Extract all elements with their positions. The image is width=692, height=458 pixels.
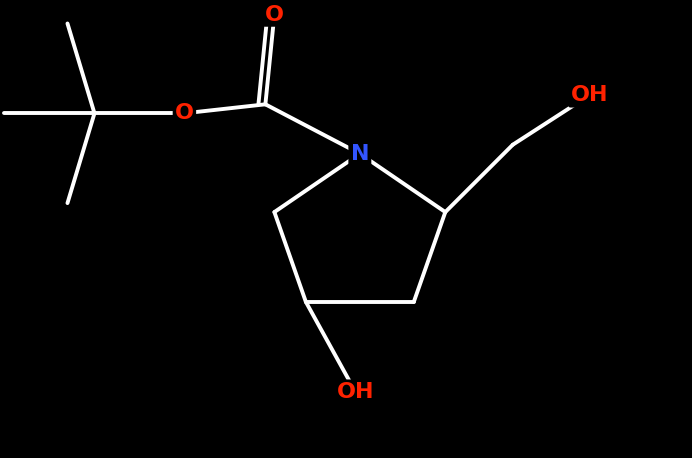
Text: OH: OH [336,382,374,402]
Text: O: O [175,104,194,123]
Text: N: N [351,144,369,164]
Text: O: O [265,5,284,25]
Text: OH: OH [570,85,608,105]
